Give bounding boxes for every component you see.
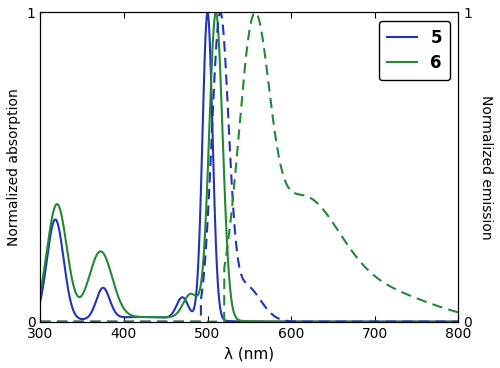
Y-axis label: Normalized absorption: Normalized absorption [7,88,21,246]
X-axis label: λ (nm): λ (nm) [224,346,274,361]
Legend: 5, 6: 5, 6 [378,21,450,80]
Y-axis label: Normalized emission: Normalized emission [479,95,493,239]
